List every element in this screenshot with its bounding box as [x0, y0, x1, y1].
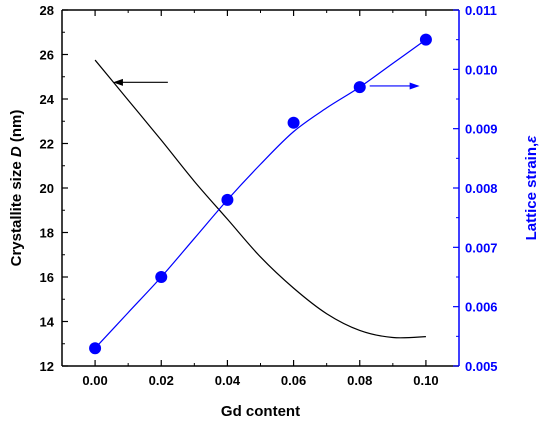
- y-right-tick-label: 0.007: [465, 240, 498, 255]
- arrow-right-annotation: [369, 82, 420, 90]
- x-axis-title: Gd content: [221, 403, 300, 420]
- arrow-head: [112, 78, 123, 86]
- y-left-tick-label: 24: [40, 92, 55, 107]
- y-right-axis-title-text: Lattice strain,: [523, 143, 540, 241]
- y-right-tick-label: 0.009: [465, 122, 498, 137]
- y-right-axis-title: Lattice strain,ε: [523, 135, 540, 241]
- y-left-axis-title-italic: D: [8, 146, 25, 157]
- annotation-layer: [112, 78, 420, 90]
- y-left-axis-title: Crystallite size D (nm): [8, 110, 25, 267]
- x-tick-label: 0.10: [413, 373, 438, 388]
- y-left-tick-label: 16: [40, 270, 54, 285]
- labels-layer: Gd content Crystallite size D (nm) Latti…: [8, 110, 540, 420]
- y-right-tick-label: 0.010: [465, 62, 498, 77]
- x-tick-label: 0.08: [347, 373, 372, 388]
- axes-layer: 0.00 0.02 0.04 0.06 0.08 0.10 12 14 16 18 20 22 24 26…: [40, 3, 498, 388]
- y-right-axis-title-italic: ε: [523, 135, 540, 143]
- arrow-head: [409, 82, 420, 90]
- arrow-left-annotation: [112, 78, 168, 86]
- y-right-tick-label: 0.011: [465, 3, 497, 18]
- lattice-strain-point: [287, 116, 300, 129]
- lattice-strain-line: [94, 39, 427, 349]
- x-tick-label: 0.02: [149, 373, 174, 388]
- y-right-tick-label: 0.005: [465, 359, 498, 374]
- y-left-tick-label: 28: [40, 3, 54, 18]
- series-layer: [89, 33, 432, 355]
- y-left-axis-title-suffix: (nm): [8, 110, 25, 147]
- x-tick-label: 0.06: [281, 373, 306, 388]
- y-left-axis-title-text: Crystallite size: [8, 157, 25, 266]
- y-left-tick-label: 20: [40, 181, 54, 196]
- y-right-tick-label: 0.006: [465, 300, 498, 315]
- y-left-tick-label: 26: [40, 48, 54, 63]
- y-left-tick-label: 14: [40, 315, 55, 330]
- y-left-tick-label: 12: [40, 359, 54, 374]
- crystallite-size-line: [94, 59, 426, 339]
- x-tick-label: 0.04: [215, 373, 241, 388]
- y-left-tick-label: 22: [40, 137, 54, 152]
- y-left-tick-label: 18: [40, 226, 54, 241]
- x-tick-label: 0.00: [82, 373, 107, 388]
- y-right-tick-label: 0.008: [465, 181, 498, 196]
